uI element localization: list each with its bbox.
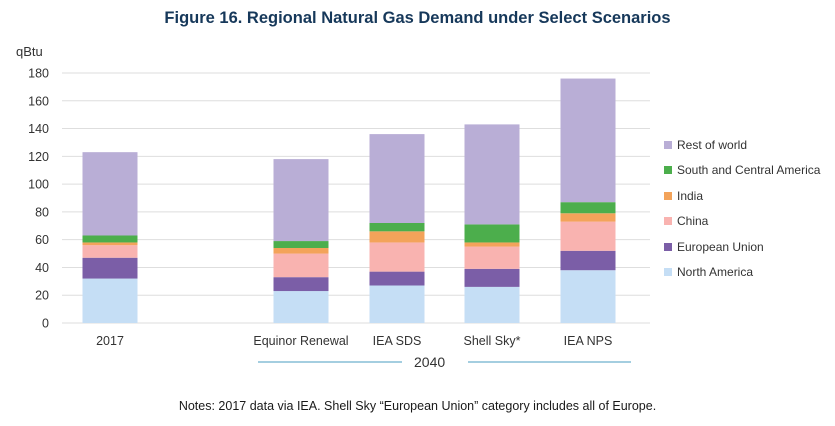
x-tick-label: IEA NPS (564, 334, 613, 348)
bar-segment (369, 231, 425, 243)
legend-label: North America (677, 265, 754, 280)
legend-item: Rest of world (664, 132, 820, 158)
chart-title: Figure 16. Regional Natural Gas Demand u… (164, 9, 671, 27)
legend-label: India (677, 188, 704, 203)
x-tick-label: Shell Sky* (464, 334, 521, 348)
legend-item: European Union (664, 234, 820, 260)
bar-segment (369, 223, 425, 232)
bar-segment (464, 268, 520, 287)
bar-segment (464, 124, 520, 225)
bar-segment (82, 235, 138, 243)
y-tick-label: 140 (28, 122, 49, 136)
x-tick-label: 2017 (96, 334, 124, 348)
legend-item: China (664, 209, 820, 235)
bar-segment (82, 242, 138, 246)
chart-notes: Notes: 2017 data via IEA. Shell Sky “Eur… (178, 399, 657, 413)
y-tick-labels: 0 20 40 60 80 100 120 140 160 180 (28, 67, 49, 331)
y-tick-label: 80 (35, 205, 49, 219)
legend-swatch (664, 268, 672, 277)
bar-segment (273, 248, 329, 254)
bar-segment (273, 159, 329, 242)
y-tick-label: 120 (28, 150, 49, 164)
y-tick-label: 20 (35, 289, 49, 303)
legend-swatch (664, 191, 672, 200)
legend-label: European Union (677, 239, 764, 254)
bar-segment (82, 245, 138, 258)
bar-segment (560, 213, 616, 222)
bar-segment (560, 270, 616, 323)
legend-swatch (664, 166, 672, 175)
y-tick-label: 40 (35, 261, 49, 275)
legend-swatch (664, 217, 672, 226)
bar-segment (273, 253, 329, 278)
legend-label: Rest of world (677, 137, 748, 152)
y-tick-label: 100 (28, 178, 49, 192)
legend-swatch (664, 242, 672, 251)
y-tick-label: 60 (35, 233, 49, 247)
x-tick-label: IEA SDS (373, 334, 422, 348)
legend-label: South and Central America (677, 163, 821, 178)
legend-item: North America (664, 260, 820, 286)
bar-segment (369, 242, 425, 272)
legend-item: South and Central America (664, 158, 820, 184)
y-tick-label: 0 (42, 317, 49, 331)
bar-segment (464, 286, 520, 323)
bar-segment (560, 78, 616, 203)
bar-segment (560, 202, 616, 214)
bar-segment (82, 257, 138, 279)
x-tick-label: Equinor Renewal (253, 334, 348, 348)
bar-segment (82, 152, 138, 236)
legend: Rest of world South and Central America In… (664, 132, 820, 285)
bars (82, 78, 616, 323)
bar-segment (560, 250, 616, 271)
bar-segment (273, 291, 329, 323)
group-label-2040: 2040 (414, 354, 446, 370)
bar-segment (464, 242, 520, 247)
bar-segment (369, 285, 425, 323)
legend-item: India (664, 183, 820, 209)
legend-swatch (664, 140, 672, 149)
legend-label: China (677, 214, 709, 229)
bar-segment (82, 278, 138, 323)
bar-segment (464, 246, 520, 269)
y-tick-label: 180 (28, 67, 49, 81)
y-axis-unit-label: qBtu (16, 44, 43, 59)
y-tick-label: 160 (28, 94, 49, 108)
bar-segment (369, 271, 425, 286)
bar-segment (369, 134, 425, 223)
bar-segment (560, 221, 616, 251)
x-tick-labels: 2017 Equinor Renewal IEA SDS Shell Sky* IEA … (96, 334, 612, 348)
bar-segment (273, 277, 329, 292)
bar-segment (273, 241, 329, 248)
gridlines (62, 72, 650, 324)
bar-segment (464, 224, 520, 243)
